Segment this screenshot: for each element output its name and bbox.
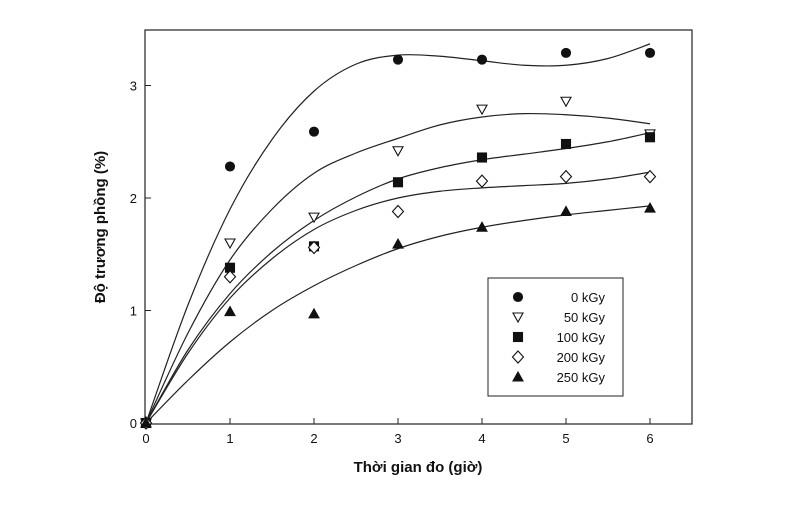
y-tick-label-0: 0 <box>130 416 137 431</box>
point-s0-6 <box>644 47 656 58</box>
point-s4-0 <box>140 416 152 428</box>
point-s4-1 <box>224 305 236 317</box>
point-s0-4 <box>476 54 488 65</box>
point-s2-6 <box>644 132 656 143</box>
legend-label-4: 250 kGy <box>557 370 606 385</box>
point-s0-3 <box>392 54 404 65</box>
legend-marker-4 <box>512 370 524 382</box>
point-s3-4 <box>475 174 489 188</box>
point-s3-6 <box>643 169 657 184</box>
plot-frame <box>144 29 693 425</box>
point-s4-4 <box>476 221 488 232</box>
legend-marker-3 <box>511 350 525 364</box>
point-s2-5 <box>560 138 572 150</box>
point-s2-4 <box>476 152 488 163</box>
data-points <box>139 47 657 430</box>
legend-label-1: 50 kGy <box>564 310 606 325</box>
y-tick-label-3: 3 <box>130 79 137 94</box>
x-tick-label-4: 4 <box>478 431 485 446</box>
x-tick-label-5: 5 <box>562 431 569 446</box>
x-tick-label-2: 2 <box>310 431 317 446</box>
point-s0-5 <box>560 47 572 58</box>
x-tick-label-3: 3 <box>394 431 401 446</box>
point-s3-3 <box>391 204 405 219</box>
legend-marker-1 <box>512 312 524 324</box>
y-tick-label-2: 2 <box>130 191 137 206</box>
point-s1-5 <box>560 96 572 108</box>
legend-label-3: 200 kGy <box>557 350 606 365</box>
point-s4-3 <box>392 237 404 249</box>
y-axis-title: Độ trương phồng (%) <box>92 151 109 303</box>
legend-box <box>487 277 624 397</box>
legend-label-0: 0 kGy <box>571 290 605 305</box>
legend-label-2: 100 kGy <box>557 330 606 345</box>
legend-marker-0 <box>512 291 524 303</box>
x-tick-label-1: 1 <box>226 431 233 446</box>
point-s1-3 <box>392 146 404 157</box>
fit-curve-0 <box>145 43 651 424</box>
point-s1-4 <box>476 104 488 116</box>
point-s3-2 <box>307 240 321 255</box>
x-tick-label-0: 0 <box>142 431 149 446</box>
point-s4-2 <box>308 307 320 319</box>
fit-curve-1 <box>145 112 651 424</box>
point-s0-1 <box>224 161 236 172</box>
point-s0-2 <box>308 126 320 137</box>
point-s1-1 <box>224 238 236 250</box>
x-tick-label-6: 6 <box>646 431 653 446</box>
legend: 0 kGy 50 kGy 100 kGy 200 kGy 250 kGy <box>487 277 624 397</box>
x-axis-title: Thời gian đo (giờ) <box>354 459 483 476</box>
point-s4-5 <box>560 205 572 217</box>
point-s2-3 <box>392 177 404 188</box>
y-tick-label-1: 1 <box>130 304 137 319</box>
point-s3-5 <box>559 169 573 184</box>
point-s1-2 <box>308 212 320 224</box>
legend-marker-2 <box>512 331 524 343</box>
point-s4-6 <box>644 201 656 213</box>
point-s3-1 <box>223 269 237 284</box>
